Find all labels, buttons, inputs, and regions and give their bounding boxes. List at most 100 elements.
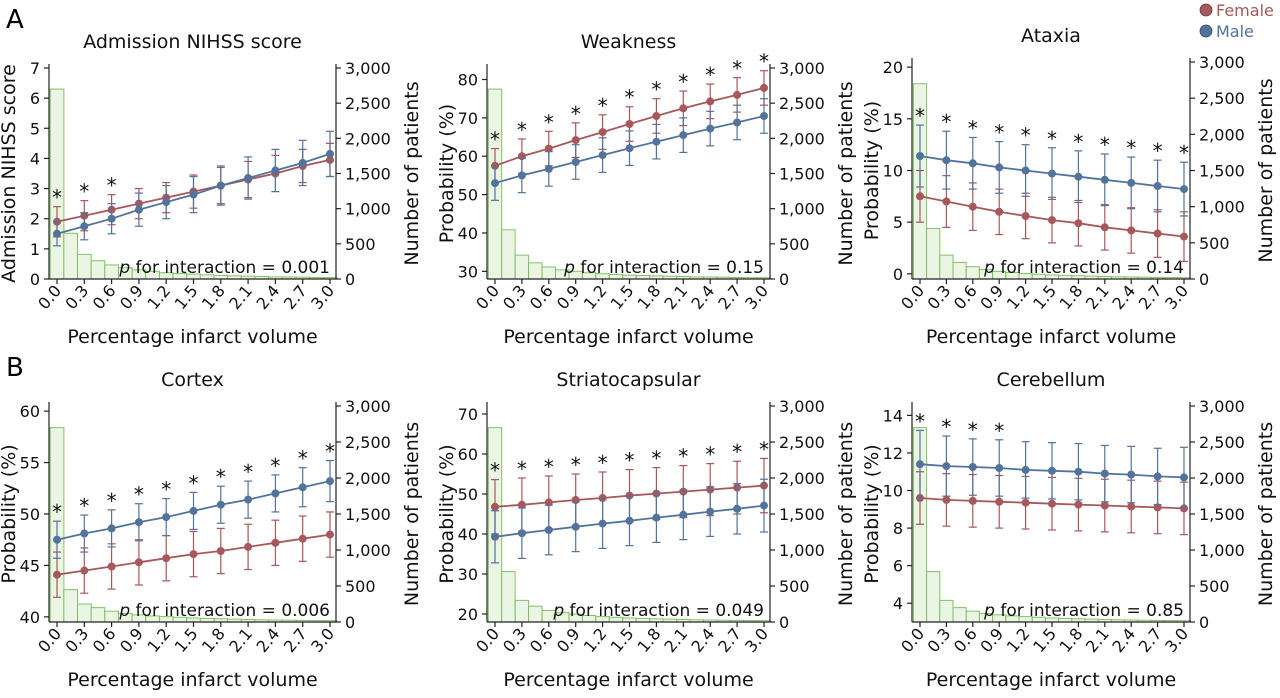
x-tick-label: 2.1 (225, 624, 256, 656)
histogram-bar (49, 88, 65, 280)
data-point (134, 205, 143, 214)
data-point (733, 118, 742, 127)
y-axis-label: Probability (%) (436, 444, 458, 583)
significance-asterisk: * (994, 121, 1004, 145)
annotation-p: p (552, 601, 564, 621)
data-point (244, 495, 253, 504)
significance-asterisk: * (994, 419, 1004, 443)
chart-title: Admission NIHSS score (83, 31, 302, 53)
significance-asterisk: * (705, 443, 715, 467)
data-point (1100, 175, 1109, 184)
x-tick-label: 2.7 (714, 624, 745, 656)
y2-tick-label: 500 (779, 235, 810, 254)
x-tick-label: 1.2 (1003, 281, 1034, 313)
x-tick-label: 0.9 (553, 624, 584, 656)
chart-panel-1: 0123456705001,0001,5002,0002,5003,0000.0… (0, 31, 423, 348)
series-male (53, 459, 334, 559)
y-tick-label: 80 (458, 71, 478, 90)
data-point (625, 120, 634, 129)
y2-tick-label: 1,000 (345, 200, 391, 219)
histogram-bar (63, 232, 78, 280)
significance-asterisk: * (915, 409, 925, 433)
y-tick-label: 60 (458, 147, 478, 166)
y2-axis-label: Number of patients (1255, 422, 1277, 606)
annotation-p: p (118, 258, 130, 278)
y-tick-label: 4 (30, 149, 40, 168)
significance-asterisk: * (705, 63, 715, 87)
series-male (53, 130, 334, 247)
y2-tick-label: 500 (779, 577, 810, 596)
significance-asterisk: * (107, 174, 117, 198)
x-tick-label: 1.5 (171, 624, 202, 656)
data-point (916, 460, 925, 469)
x-tick-label: 0.9 (976, 624, 1007, 656)
y-tick-label: 70 (458, 405, 478, 424)
y2-tick-label: 0 (779, 613, 789, 632)
data-point (995, 497, 1004, 506)
x-tick-label: 1.8 (634, 281, 665, 313)
data-point (1127, 470, 1136, 479)
series-female (916, 471, 1189, 536)
x-tick-label: 2.4 (687, 281, 718, 313)
series-female (916, 169, 1189, 263)
x-tick-label: 1.5 (1029, 281, 1060, 313)
data-point (107, 562, 116, 571)
y2-tick-label: 3,000 (1199, 397, 1245, 416)
data-point (216, 181, 225, 190)
significance-asterisk: * (1126, 136, 1136, 160)
significance-asterisk: * (1073, 130, 1083, 154)
x-tick-label: 2.4 (253, 281, 284, 313)
y2-axis-label: Number of patients (401, 81, 423, 265)
histogram-bar (501, 571, 516, 623)
data-point (1127, 178, 1136, 187)
x-tick-label: 2.4 (687, 624, 718, 656)
chart-panel-3: 0 5 10 15 20 0 500 1,000 1,500 2,000 2,500 3,000 0.0… (861, 25, 1277, 348)
significance-asterisk: * (915, 104, 925, 128)
histogram-bar (939, 599, 954, 623)
data-point (598, 151, 607, 160)
data-point (216, 547, 225, 556)
annotation-text: for interaction = 0.001 (130, 258, 330, 278)
data-point (1180, 473, 1189, 482)
data-point (1048, 466, 1057, 475)
y2-tick-label: 2,500 (779, 94, 825, 113)
annotation-p: p (983, 601, 995, 621)
significance-asterisk: * (79, 494, 89, 518)
y-tick-label: 6 (30, 89, 40, 108)
data-point (134, 518, 143, 527)
significance-asterisk: * (52, 500, 62, 524)
series-male (490, 478, 769, 564)
interaction-annotation: p for interaction = 0.049 (552, 601, 764, 621)
significance-asterisk: * (651, 78, 661, 102)
y2-tick-label: 1,500 (779, 505, 825, 524)
data-point (80, 222, 89, 231)
y-axis-label: Admission NIHSS score (0, 64, 20, 283)
data-point (679, 104, 688, 113)
data-point (760, 83, 769, 92)
significance-asterisk: * (678, 445, 688, 469)
y-tick-label: 60 (20, 402, 40, 421)
data-point (1100, 469, 1109, 478)
y-tick-label: 2 (30, 210, 40, 229)
x-tick-label: 2.7 (1135, 624, 1166, 656)
significance-asterisk: * (571, 102, 581, 126)
data-point (1021, 166, 1030, 175)
x-axis-label: Percentage infarct volume (503, 669, 753, 691)
annotation-text: for interaction = 0.049 (564, 601, 764, 621)
data-point (271, 538, 280, 547)
x-tick-label: 0.3 (499, 624, 530, 656)
data-point (652, 112, 661, 121)
y2-tick-label: 2,000 (1199, 469, 1245, 488)
x-tick-label: 1.2 (1003, 624, 1034, 656)
x-tick-label: 1.8 (198, 624, 229, 656)
x-tick-label: 2.1 (660, 281, 691, 313)
data-point (189, 550, 198, 559)
x-tick-label: 1.5 (607, 624, 638, 656)
x-tick-label: 3.0 (1161, 281, 1192, 313)
data-point (1127, 226, 1136, 235)
x-tick-label: 2.7 (280, 624, 311, 656)
chart-title: Weakness (581, 31, 677, 53)
data-point (571, 522, 580, 531)
significance-asterisk: * (216, 465, 226, 489)
x-tick-label: 3.0 (741, 281, 772, 313)
